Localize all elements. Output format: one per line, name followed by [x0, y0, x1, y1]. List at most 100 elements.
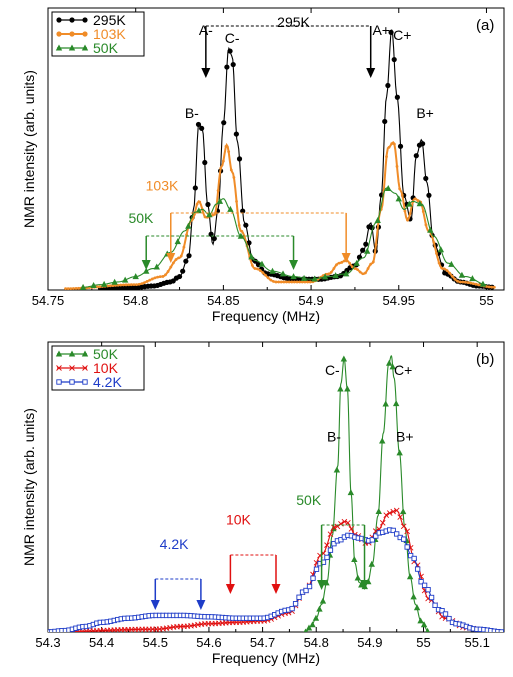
data-point	[256, 267, 259, 271]
data-point	[143, 267, 150, 274]
data-point	[98, 285, 102, 289]
data-point	[55, 44, 63, 51]
data-point	[261, 271, 265, 275]
data-point	[469, 275, 476, 282]
data-point	[119, 283, 123, 287]
data-point	[373, 533, 379, 539]
data-point	[389, 363, 396, 370]
data-point	[269, 278, 273, 282]
data-point	[404, 528, 410, 535]
annotation: C+	[394, 362, 412, 378]
data-point	[227, 150, 231, 154]
data-point	[90, 282, 97, 289]
data-point	[446, 615, 452, 622]
data-point	[243, 222, 249, 228]
data-point	[279, 270, 287, 277]
data-point	[413, 153, 419, 159]
data-point	[327, 272, 331, 276]
annotation: 4.2K	[160, 536, 189, 552]
arrow-head	[317, 580, 327, 590]
data-point	[442, 267, 446, 271]
legend-label: 50K	[93, 346, 119, 362]
arrow-head	[360, 580, 370, 590]
data-point	[391, 56, 397, 63]
data-point	[198, 200, 202, 204]
data-point	[303, 587, 309, 594]
data-point	[423, 175, 429, 182]
data-point	[400, 523, 407, 530]
x-tick-label: 54.9	[298, 293, 323, 308]
data-point	[269, 267, 276, 274]
series-103K	[64, 140, 496, 290]
arrow-head	[225, 584, 235, 594]
data-point	[69, 17, 75, 23]
data-point	[132, 283, 136, 287]
data-point	[298, 280, 302, 284]
data-point	[416, 199, 420, 203]
data-point	[132, 273, 139, 280]
legend-label: 4.2K	[93, 374, 122, 390]
data-point	[300, 274, 308, 281]
data-point	[323, 579, 330, 586]
data-point	[385, 184, 392, 191]
x-axis-label: Frequency (MHz)	[212, 308, 320, 324]
data-point	[387, 145, 391, 149]
data-point	[390, 508, 397, 515]
data-point	[82, 17, 88, 23]
data-point	[432, 241, 436, 244]
annotation: 50K	[296, 492, 322, 508]
data-point	[221, 159, 225, 163]
data-point	[55, 350, 63, 357]
data-point	[211, 213, 215, 217]
data-point	[498, 629, 504, 632]
data-point	[253, 267, 257, 270]
data-point	[337, 385, 344, 392]
data-point	[121, 276, 129, 283]
data-point	[186, 253, 192, 259]
data-point	[224, 64, 230, 70]
data-point	[394, 94, 400, 100]
data-point	[424, 223, 428, 227]
data-point	[464, 280, 467, 284]
data-point	[400, 193, 404, 197]
data-point	[129, 283, 133, 287]
data-point	[331, 541, 337, 547]
data-point	[264, 273, 267, 277]
data-point	[395, 165, 399, 168]
data-point	[324, 542, 330, 548]
x-tick-label: 54.6	[196, 635, 221, 650]
data-point	[205, 201, 211, 208]
series-4.2K	[48, 527, 504, 632]
data-point	[353, 267, 357, 270]
data-point	[408, 212, 412, 215]
data-point	[236, 156, 243, 162]
annotation: B+	[416, 105, 434, 121]
data-point	[397, 143, 404, 149]
plot-frame	[47, 341, 505, 633]
data-point	[385, 155, 388, 159]
data-point	[227, 48, 233, 54]
data-point	[308, 280, 312, 284]
data-point	[385, 82, 391, 89]
data-point	[229, 168, 233, 172]
data-point	[428, 594, 435, 601]
legend-item: 10K	[56, 360, 119, 376]
arrow-head	[196, 600, 206, 610]
arrow-head	[341, 253, 351, 263]
data-point	[292, 601, 299, 607]
data-point	[290, 280, 294, 284]
data-point	[348, 261, 352, 265]
data-point	[303, 628, 308, 632]
data-point	[390, 527, 396, 534]
data-point	[338, 537, 344, 543]
data-point	[403, 209, 407, 213]
data-point	[458, 280, 462, 284]
data-point	[386, 510, 393, 516]
data-point	[148, 278, 152, 282]
data-point	[337, 261, 341, 265]
data-point	[248, 253, 255, 260]
data-point	[82, 31, 88, 37]
data-point	[69, 379, 75, 385]
data-point	[108, 284, 112, 288]
data-point	[411, 555, 417, 562]
